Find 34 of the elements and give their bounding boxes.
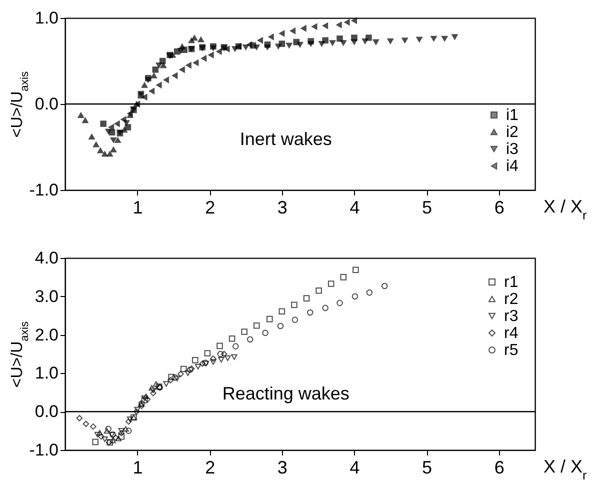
x-axis-title: X / X$_{r}$	[544, 456, 587, 482]
legend-label: r5	[504, 342, 518, 359]
annotation: Reacting wakes	[222, 383, 350, 404]
x-tick-label: 3	[277, 198, 288, 218]
y-tick-label: 1.0	[34, 8, 58, 28]
x-tick-label: 6	[494, 198, 504, 218]
y-tick-label: 2.0	[34, 325, 58, 344]
legend-label: r2	[504, 291, 518, 308]
legend-label: i4	[506, 158, 519, 175]
x-tick-label: 3	[277, 458, 288, 478]
legend-label: i2	[506, 124, 519, 141]
x-tick-label: 5	[422, 458, 432, 478]
x-tick-label: 5	[422, 198, 432, 218]
y-tick-label: 0.0	[34, 94, 58, 114]
legend-label: i1	[506, 107, 519, 124]
annotation: Inert wakes	[240, 129, 332, 150]
y-tick-label: 3.0	[34, 286, 58, 306]
legend-label: r4	[504, 325, 518, 342]
y-tick-label: 4.0	[34, 248, 58, 268]
x-tick-label: 1	[132, 198, 143, 218]
x-tick-label: 4	[350, 458, 360, 478]
legend-label: r1	[504, 274, 518, 291]
y-tick-label: -1.0	[29, 440, 58, 460]
legend-label: r3	[504, 308, 518, 325]
x-axis-title: X / X$_{r}$	[544, 196, 587, 222]
y-tick-label: 1.0	[34, 364, 58, 383]
x-tick-label: 2	[205, 198, 216, 218]
legend-label: i3	[506, 141, 519, 158]
x-tick-label: 6	[494, 458, 504, 478]
y-tick-label: 0.0	[34, 402, 58, 422]
x-tick-label: 1	[132, 458, 143, 478]
x-tick-label: 4	[350, 198, 360, 218]
y-tick-label: -1.0	[29, 180, 58, 200]
x-tick-label: 2	[205, 458, 216, 478]
